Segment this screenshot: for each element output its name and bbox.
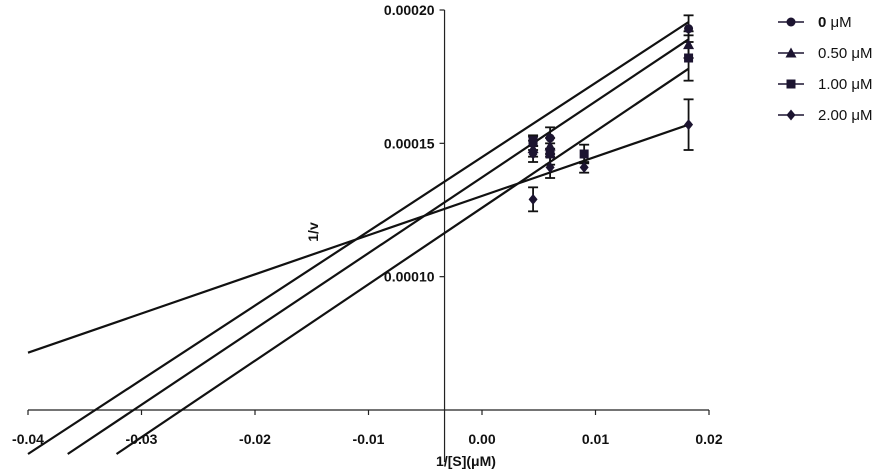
legend-label: 0.50 μM <box>818 45 873 62</box>
y-axis-title: 1/v <box>305 222 321 242</box>
data-point <box>579 149 589 159</box>
x-tick-label: 0.02 <box>695 431 722 447</box>
x-tick-label: -0.02 <box>239 431 271 447</box>
legend-label-text: μM <box>831 14 852 31</box>
data-point <box>545 149 555 159</box>
data-point <box>683 39 695 50</box>
legend-label: 2.00 μM <box>818 107 873 124</box>
x-axis-title: 1/[S](μM) <box>436 453 496 469</box>
x-tick-label: -0.04 <box>12 431 44 447</box>
series-line <box>27 123 689 354</box>
x-tick-label: 0.00 <box>468 431 495 447</box>
legend-marker <box>786 17 796 27</box>
data-point <box>527 143 539 154</box>
legend-label-value: 0 <box>818 14 831 31</box>
legend-marker <box>786 109 796 121</box>
legend-label-text: 1.00 μM <box>818 76 873 93</box>
x-tick-label: -0.01 <box>353 431 385 447</box>
axes: -0.04 -0.03 -0.02 -0.01 0.00 0.01 0.02 0.00010… <box>12 2 723 462</box>
legend-marker <box>786 79 796 89</box>
y-tick-label: 0.00020 <box>384 2 435 18</box>
series-line <box>67 38 690 455</box>
legend-label-text: 0.50 μM <box>818 45 873 62</box>
y-tick-label: 0.00015 <box>384 135 435 151</box>
data-point <box>545 161 555 173</box>
data-point <box>528 193 538 205</box>
data-point <box>684 53 694 63</box>
data-point <box>545 133 555 143</box>
series-line <box>115 67 690 455</box>
legend: 0 μM 0.50 μM 1.00 μM 2.00 μM <box>778 14 873 124</box>
error-bars <box>528 14 694 213</box>
series-lines <box>27 21 690 455</box>
data-point <box>528 148 538 160</box>
legend-label: 0 μM <box>818 14 852 31</box>
x-ticks: -0.04 -0.03 -0.02 -0.01 0.00 0.01 0.02 <box>12 410 723 447</box>
x-tick-label: 0.01 <box>582 431 609 447</box>
y-ticks: 0.00010 0.00015 0.00020 <box>384 2 445 285</box>
data-point <box>544 140 556 151</box>
y-tick-label: 0.00010 <box>384 269 435 285</box>
legend-marker <box>785 47 797 58</box>
data-point <box>684 119 694 131</box>
data-point <box>579 161 589 173</box>
markers <box>527 24 695 205</box>
legend-label-text: 2.00 μM <box>818 107 873 124</box>
data-point <box>528 136 538 146</box>
legend-label: 1.00 μM <box>818 76 873 93</box>
data-point <box>684 24 694 34</box>
